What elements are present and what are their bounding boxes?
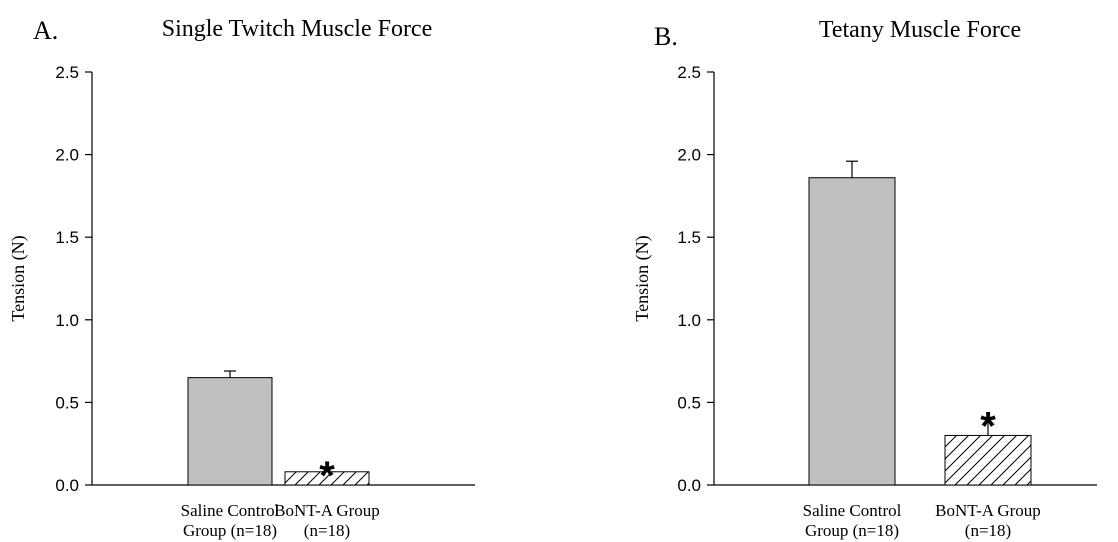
panel-a-category-label-2: (n=18) [304,521,350,540]
panel-b-category-label-2: (n=18) [965,521,1011,540]
panel-b: B. Tetany Muscle Force Tension (N) 0.0 0.5 1.… [632,17,1097,540]
panel-b-y-tick-label: 0.5 [677,393,701,412]
panel-b-category-label-1: Group (n=18) [805,521,899,540]
panel-a-bar-1 [187,377,273,486]
panel-b-y-axis-label: Tension (N) [632,235,653,321]
panel-a-y-tick-label: 0.5 [55,393,79,412]
panel-b-y-tick-label: 1.5 [677,228,701,247]
panel-a-category-label-1: Group (n=18) [183,521,277,540]
panel-a-y-tick-label: 1.5 [55,228,79,247]
panel-a-y-tick-label: 2.0 [55,146,79,165]
panel-b-title: Tetany Muscle Force [819,17,1021,43]
panel-b-category-label-1: Saline Control [803,501,902,520]
panel-b-bar-1 [808,177,896,486]
panel-a-label: A. [33,16,58,45]
panel-b-y-tick-label: 2.5 [677,63,701,82]
panel-a-y-tick-label: 0.0 [55,476,79,495]
panel-b-significance-asterisk: * [980,404,996,448]
panel-a-category-label-1: Saline Control [181,501,280,520]
panel-b-y-tick-label: 1.0 [677,311,701,330]
panel-b-category-label-2: BoNT-A Group [935,501,1041,520]
panel-a-significance-asterisk: * [319,454,335,498]
panel-a-title: Single Twitch Muscle Force [162,16,433,42]
panel-a-y-tick-label: 2.5 [55,63,79,82]
panel-b-y-tick-label: 2.0 [677,146,701,165]
panel-a: A. Single Twitch Muscle Force Tension (N) 0… [8,16,475,540]
panel-a-category-label-2: BoNT-A Group [274,501,380,520]
panel-a-y-axis-label: Tension (N) [8,235,29,321]
panel-b-y-tick-label: 0.0 [677,476,701,495]
panel-b-label: B. [654,22,678,51]
panel-a-y-tick-label: 1.0 [55,311,79,330]
